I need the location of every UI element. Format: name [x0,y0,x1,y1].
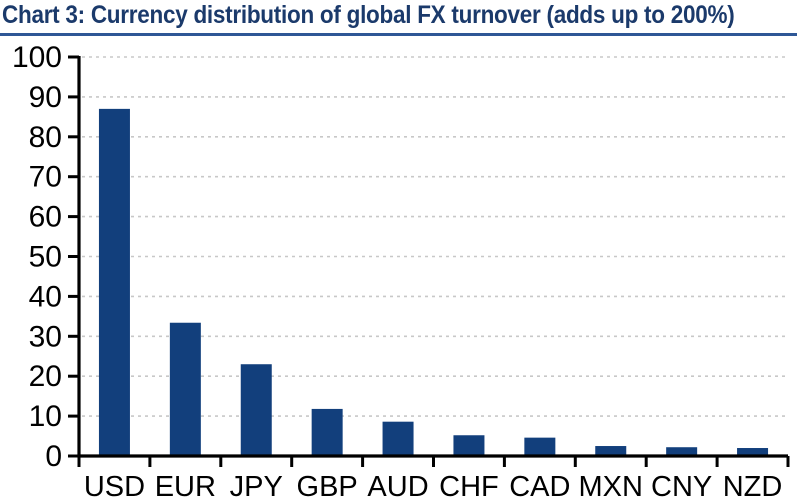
x-axis-label-EUR: EUR [155,471,216,503]
y-tick-label: 100 [12,41,62,74]
y-tick-label: 70 [29,161,62,194]
y-tick-label: 0 [45,440,62,473]
x-axis-label-MXN: MXN [579,471,643,503]
x-axis-label-CHF: CHF [439,471,499,503]
x-axis-label-NZD: NZD [723,471,783,503]
y-tick-label: 90 [29,81,62,114]
y-tick-label: 30 [29,320,62,353]
bar-GBP [311,408,343,456]
bar-AUD [382,421,414,456]
bar-CNY [666,447,698,456]
bar-USD [98,108,130,457]
y-tick-label: 10 [29,400,62,433]
y-tick-label: 60 [29,201,62,234]
bar-CHF [453,435,485,456]
x-axis-label-CAD: CAD [509,471,570,503]
title-underline [0,33,797,36]
x-axis-label-CNY: CNY [651,471,712,503]
y-tick-label: 80 [29,121,62,154]
bar-JPY [240,364,272,456]
bar-CAD [524,437,556,456]
chart-title: Chart 3: Currency distribution of global… [2,1,735,29]
y-tick-label: 40 [29,280,62,313]
x-axis-label-GBP: GBP [297,471,358,503]
bar-MXN [595,446,627,456]
y-tick-label: 20 [29,360,62,393]
y-tick-label: 50 [29,241,62,274]
x-axis-label-AUD: AUD [367,471,428,503]
x-axis-label-USD: USD [84,471,145,503]
x-axis-label-JPY: JPY [230,471,283,503]
bar-EUR [169,322,201,456]
bar-NZD [737,448,769,456]
